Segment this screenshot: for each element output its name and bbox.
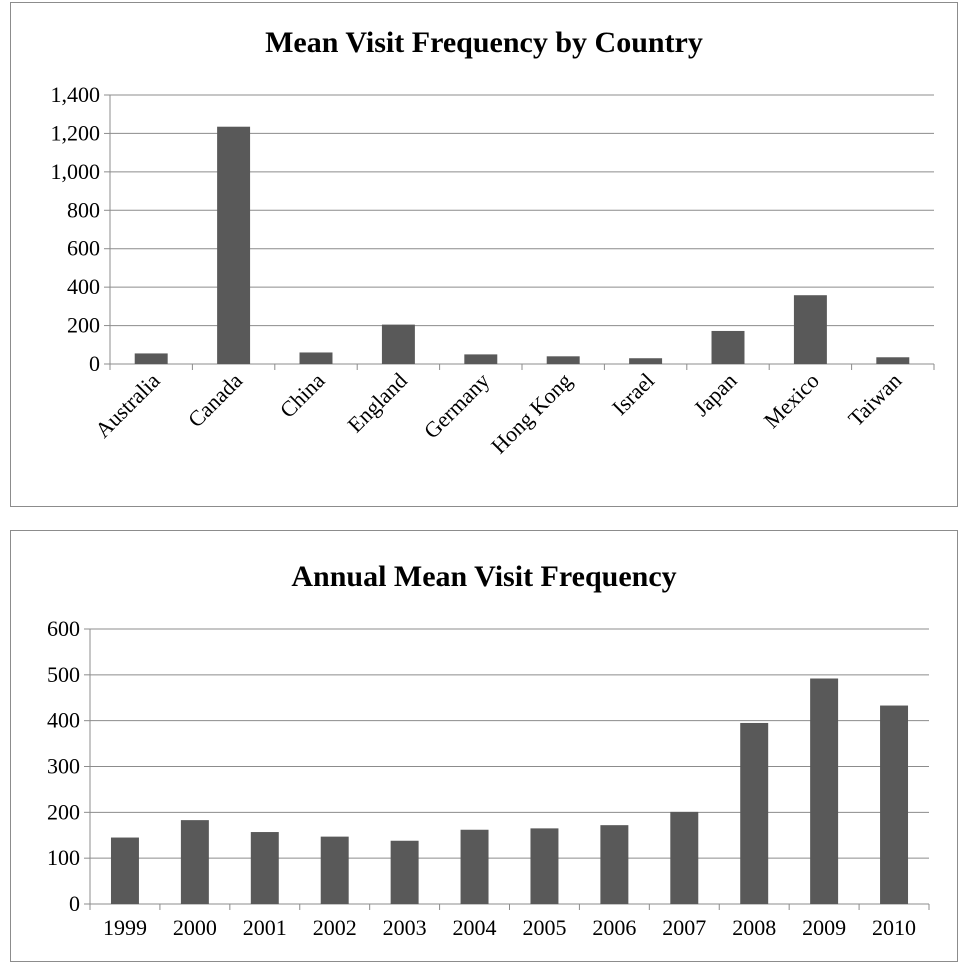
- y-tick-label: 100: [47, 845, 80, 870]
- bar: [530, 828, 559, 904]
- x-tick-label: 2001: [243, 915, 287, 940]
- bar: [629, 358, 663, 364]
- bar: [320, 836, 349, 904]
- y-tick-label: 0: [89, 351, 100, 376]
- x-tick-label: 2003: [383, 915, 427, 940]
- x-tick-label: 2006: [592, 915, 636, 940]
- bar: [670, 811, 699, 904]
- bar: [793, 295, 827, 364]
- y-tick-label: 400: [47, 708, 80, 733]
- x-tick-label: 2002: [313, 915, 357, 940]
- bar: [810, 678, 839, 904]
- bar: [217, 126, 251, 364]
- y-tick-label: 600: [47, 616, 80, 641]
- country-chart-plot: 0 200 400 600 800 1,000 1,200 1,400 Australia Can…: [51, 82, 935, 459]
- x-tick-label: 2008: [732, 915, 776, 940]
- y-tick-label: 300: [47, 754, 80, 779]
- x-tick-label: 1999: [103, 915, 147, 940]
- x-tick-label: Canada: [183, 368, 247, 432]
- y-tick-label: 600: [67, 236, 100, 261]
- x-tick-label: Australia: [90, 368, 165, 443]
- bar: [876, 357, 910, 364]
- y-tick-label: 200: [47, 799, 80, 824]
- x-tick-label: Germany: [419, 368, 495, 444]
- x-tick-label: Mexico: [759, 368, 824, 433]
- x-tick-label: Japan: [688, 368, 741, 421]
- bar: [299, 352, 333, 364]
- y-tick-label: 800: [67, 197, 100, 222]
- y-tick-label: 0: [69, 891, 80, 916]
- x-tick-label: 2009: [802, 915, 846, 940]
- bar: [110, 837, 139, 904]
- country-chart-panel: Mean Visit Frequency by Country 0 200 400 6…: [10, 2, 958, 507]
- bar: [134, 353, 168, 364]
- x-tick-label: China: [275, 368, 330, 423]
- bar: [460, 829, 489, 904]
- annual-chart-plot: 0 100 200 300 400 500 600 1999 2000 2001 2002 2003 2…: [47, 616, 930, 940]
- bar: [180, 820, 209, 904]
- bar: [464, 354, 498, 364]
- x-tick-label: England: [342, 368, 412, 438]
- bar: [711, 330, 745, 364]
- x-tick-label: Israel: [607, 368, 659, 420]
- x-tick-label: 2007: [662, 915, 706, 940]
- bar: [740, 722, 769, 904]
- y-tick-label: 1,400: [51, 82, 101, 107]
- x-tick-label: 2004: [453, 915, 497, 940]
- x-tick-label: Taiwan: [843, 368, 906, 431]
- y-tick-label: 1,200: [51, 120, 101, 145]
- annual-chart-panel: Annual Mean Visit Frequency 0 100 200 300 40…: [10, 530, 958, 962]
- bar: [250, 832, 279, 904]
- y-tick-label: 1,000: [51, 159, 101, 184]
- y-tick-label: 200: [67, 313, 100, 338]
- x-tick-label: Hong Kong: [486, 368, 577, 459]
- x-tick-label: 2005: [522, 915, 566, 940]
- bar: [600, 825, 629, 904]
- chart-title: Annual Mean Visit Frequency: [291, 560, 677, 593]
- y-tick-label: 500: [47, 662, 80, 687]
- bar: [381, 324, 415, 364]
- bar: [546, 356, 580, 364]
- bar: [390, 840, 419, 904]
- y-tick-label: 400: [67, 274, 100, 299]
- chart-title: Mean Visit Frequency by Country: [265, 26, 703, 59]
- bar: [880, 705, 909, 904]
- x-tick-label: 2010: [872, 915, 916, 940]
- x-tick-label: 2000: [173, 915, 217, 940]
